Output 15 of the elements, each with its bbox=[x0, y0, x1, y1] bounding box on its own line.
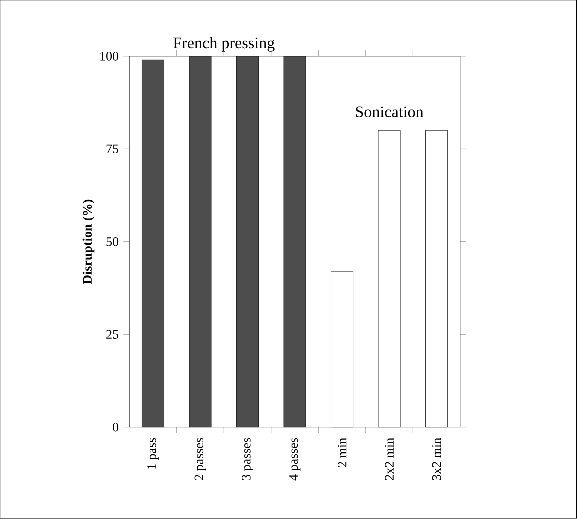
y-tick-label: 0 bbox=[113, 423, 119, 432]
y-axis-title: Disruption (%) bbox=[82, 200, 95, 284]
annotation: Sonication bbox=[356, 106, 424, 118]
y-tick-label: 25 bbox=[106, 330, 119, 340]
x-tick-label: 3 passes bbox=[242, 438, 254, 480]
y-tick-label: 50 bbox=[106, 238, 119, 246]
x-tick-label: 2x2 min bbox=[385, 438, 394, 480]
x-tick-label: 3x2 min bbox=[432, 438, 442, 480]
y-tick-label: 75 bbox=[106, 144, 119, 154]
x-tick-label: 2 min bbox=[338, 438, 347, 468]
y-tick-label: 100 bbox=[100, 52, 119, 61]
x-tick-label: 2 passes bbox=[194, 438, 206, 480]
x-tick-label: 1 pass bbox=[148, 438, 159, 470]
x-tick-label: 4 passes bbox=[289, 438, 301, 481]
text: French pressing bbox=[174, 37, 275, 52]
